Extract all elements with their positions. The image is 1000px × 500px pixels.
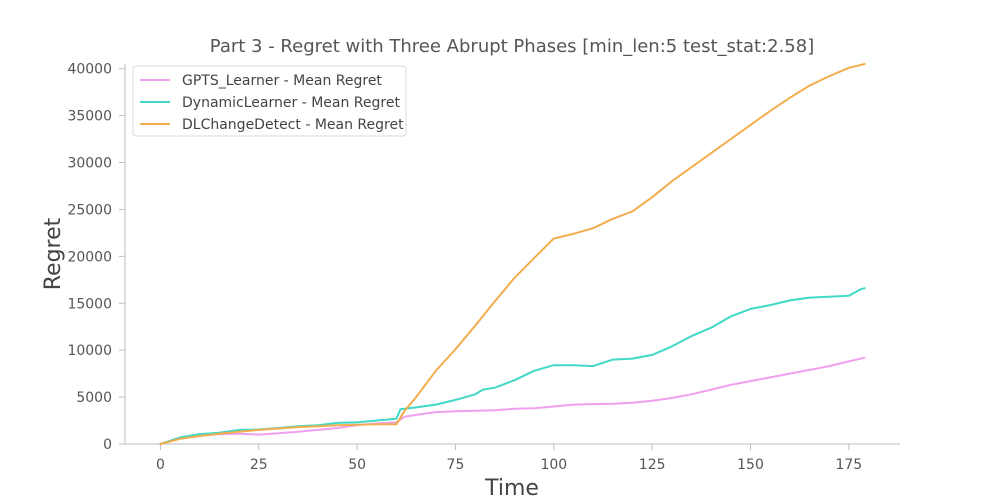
y-axis-label: Regret [41,217,66,290]
x-tick-label: 175 [835,457,862,473]
legend-label: GPTS_Learner - Mean Regret [182,73,382,89]
series-line [159,287,866,445]
x-tick-label: 75 [447,457,465,473]
y-tick-label: 20000 [67,249,112,265]
y-tick-label: 5000 [76,390,112,406]
series-lines [159,63,866,445]
x-tick-label: 150 [737,457,764,473]
x-tick-label: 100 [540,457,567,473]
y-tick-label: 30000 [67,156,112,172]
y-tick-label: 0 [103,437,112,453]
y-tick-label: 10000 [67,343,112,359]
legend-label: DynamicLearner - Mean Regret [182,95,400,111]
x-ticks: 0 25 50 75 100 125 150 175 [156,444,862,473]
y-tick-label: 15000 [67,296,112,312]
axes [124,64,900,445]
y-ticks: 0 5000 10000 15000 20000 25000 30000 35000 40000 [67,62,125,453]
legend-label: DLChangeDetect - Mean Regret [182,117,404,133]
legend: GPTS_Learner - Mean Regret DynamicLearner… [132,65,407,137]
x-tick-label: 25 [250,457,268,473]
series-line [159,63,866,445]
x-axis-label: Time [484,476,539,500]
y-tick-label: 35000 [67,109,112,125]
chart-title: Part 3 - Regret with Three Abrupt Phases… [210,36,814,57]
y-tick-label: 40000 [67,62,112,78]
x-tick-label: 125 [639,457,666,473]
legend-items: GPTS_Learner - Mean Regret DynamicLearner… [140,73,404,133]
x-tick-label: 0 [156,457,165,473]
legend-box [132,65,407,137]
x-tick-label: 50 [348,457,366,473]
y-tick-label: 25000 [67,202,112,218]
series-line [159,356,866,445]
